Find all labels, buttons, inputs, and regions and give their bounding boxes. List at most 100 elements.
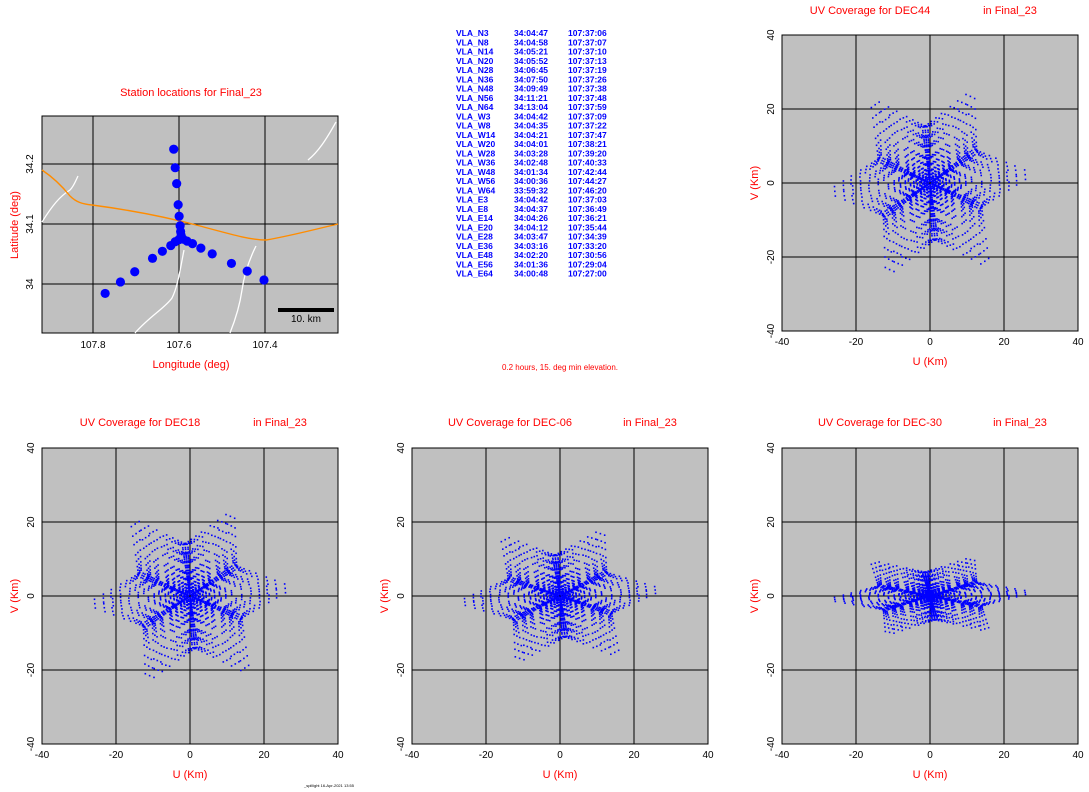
uv-point: [223, 617, 226, 620]
uv-point: [188, 573, 190, 575]
uv-point: [154, 624, 157, 626]
uv-point: [928, 178, 931, 180]
uv-point: [180, 603, 183, 606]
uv-point: [213, 619, 216, 621]
uv-point: [242, 613, 244, 615]
uv-point: [158, 590, 160, 592]
uv-point: [523, 621, 526, 624]
uv-point: [198, 579, 200, 581]
uv-point: [935, 184, 938, 187]
uv-point: [974, 171, 976, 173]
uv-point: [249, 607, 251, 610]
uv-point: [968, 205, 971, 208]
uv-point: [228, 614, 230, 616]
uv-point: [931, 229, 934, 231]
uv-point: [557, 605, 559, 607]
uv-point: [140, 576, 142, 579]
uv-point: [940, 222, 943, 225]
uv-point: [935, 140, 937, 143]
uv-point: [964, 184, 967, 186]
uv-point: [233, 611, 236, 614]
uv-point: [913, 220, 916, 223]
uv-point: [889, 158, 892, 161]
uv-point: [196, 629, 198, 631]
uv-point: [561, 610, 563, 613]
uv-point: [134, 578, 137, 581]
uv-point: [915, 132, 917, 135]
uv-point: [206, 560, 209, 563]
uv-point: [930, 155, 933, 158]
uv-point: [186, 569, 189, 572]
uv-point: [933, 229, 935, 232]
uv-point: [960, 185, 962, 188]
uv-point: [935, 208, 937, 210]
uv-point: [161, 589, 163, 592]
uv-point: [187, 648, 190, 650]
uv-point: [557, 599, 560, 601]
uv-point: [893, 163, 896, 165]
uv-point: [238, 634, 241, 637]
uv-point: [899, 192, 902, 195]
uv-point: [952, 125, 954, 128]
uv-point: [197, 604, 199, 607]
station-lat: 34:13:04: [514, 102, 548, 112]
uv-point: [160, 653, 163, 656]
uv-point: [176, 596, 179, 599]
uv-point: [959, 174, 962, 177]
uv-point: [180, 622, 183, 625]
uv-grid: [782, 35, 1078, 331]
uv-point: [146, 572, 149, 575]
uv-point: [165, 664, 167, 667]
uv-point: [890, 209, 892, 212]
uv-point: [177, 584, 180, 587]
uv-point: [152, 649, 155, 652]
uv-point: [610, 613, 613, 615]
uv-point: [527, 575, 530, 577]
uv-point: [896, 200, 898, 203]
uv-point: [203, 596, 205, 599]
uv-point: [201, 597, 204, 600]
uv-point: [910, 189, 913, 191]
uv-point: [213, 607, 216, 609]
uv-point: [566, 632, 569, 635]
uv-point: [929, 125, 931, 128]
uv-point: [177, 615, 179, 617]
station-list-row: VLA_W64 33:59:32 107:46:20: [456, 185, 607, 195]
uv-point: [911, 191, 914, 193]
uv-point: [213, 589, 215, 592]
uv-point: [148, 617, 151, 619]
uv-point: [196, 594, 199, 596]
uv-point: [257, 585, 260, 587]
uv-point: [119, 599, 122, 602]
uv-point: [975, 135, 977, 138]
uv-point: [156, 571, 158, 573]
uv-point: [971, 115, 973, 117]
uv-point: [977, 204, 979, 207]
uv-point: [897, 206, 899, 209]
uv-point: [558, 592, 561, 595]
uv-point: [902, 202, 905, 205]
uv-point: [140, 622, 142, 625]
uv-point: [895, 164, 898, 167]
uv-point: [937, 167, 939, 170]
uv-point: [180, 577, 182, 579]
uv-point: [214, 559, 217, 562]
uv-point: [930, 156, 932, 159]
uv-point: [907, 131, 909, 134]
uv-point: [184, 566, 187, 569]
uv-point: [147, 636, 149, 639]
uv-point: [183, 596, 186, 599]
uv-point: [945, 181, 948, 184]
uv-point: [142, 628, 145, 631]
uv-point: [159, 597, 162, 600]
uv-point: [268, 597, 270, 600]
uv-point: [517, 580, 519, 582]
uv-point: [192, 618, 194, 620]
uv-point: [187, 571, 190, 574]
uv-point: [216, 568, 218, 571]
uv-point: [207, 649, 209, 651]
uv-point: [232, 581, 235, 583]
uv-point: [986, 198, 988, 201]
uv-point: [200, 641, 203, 643]
uv-point: [187, 612, 190, 614]
